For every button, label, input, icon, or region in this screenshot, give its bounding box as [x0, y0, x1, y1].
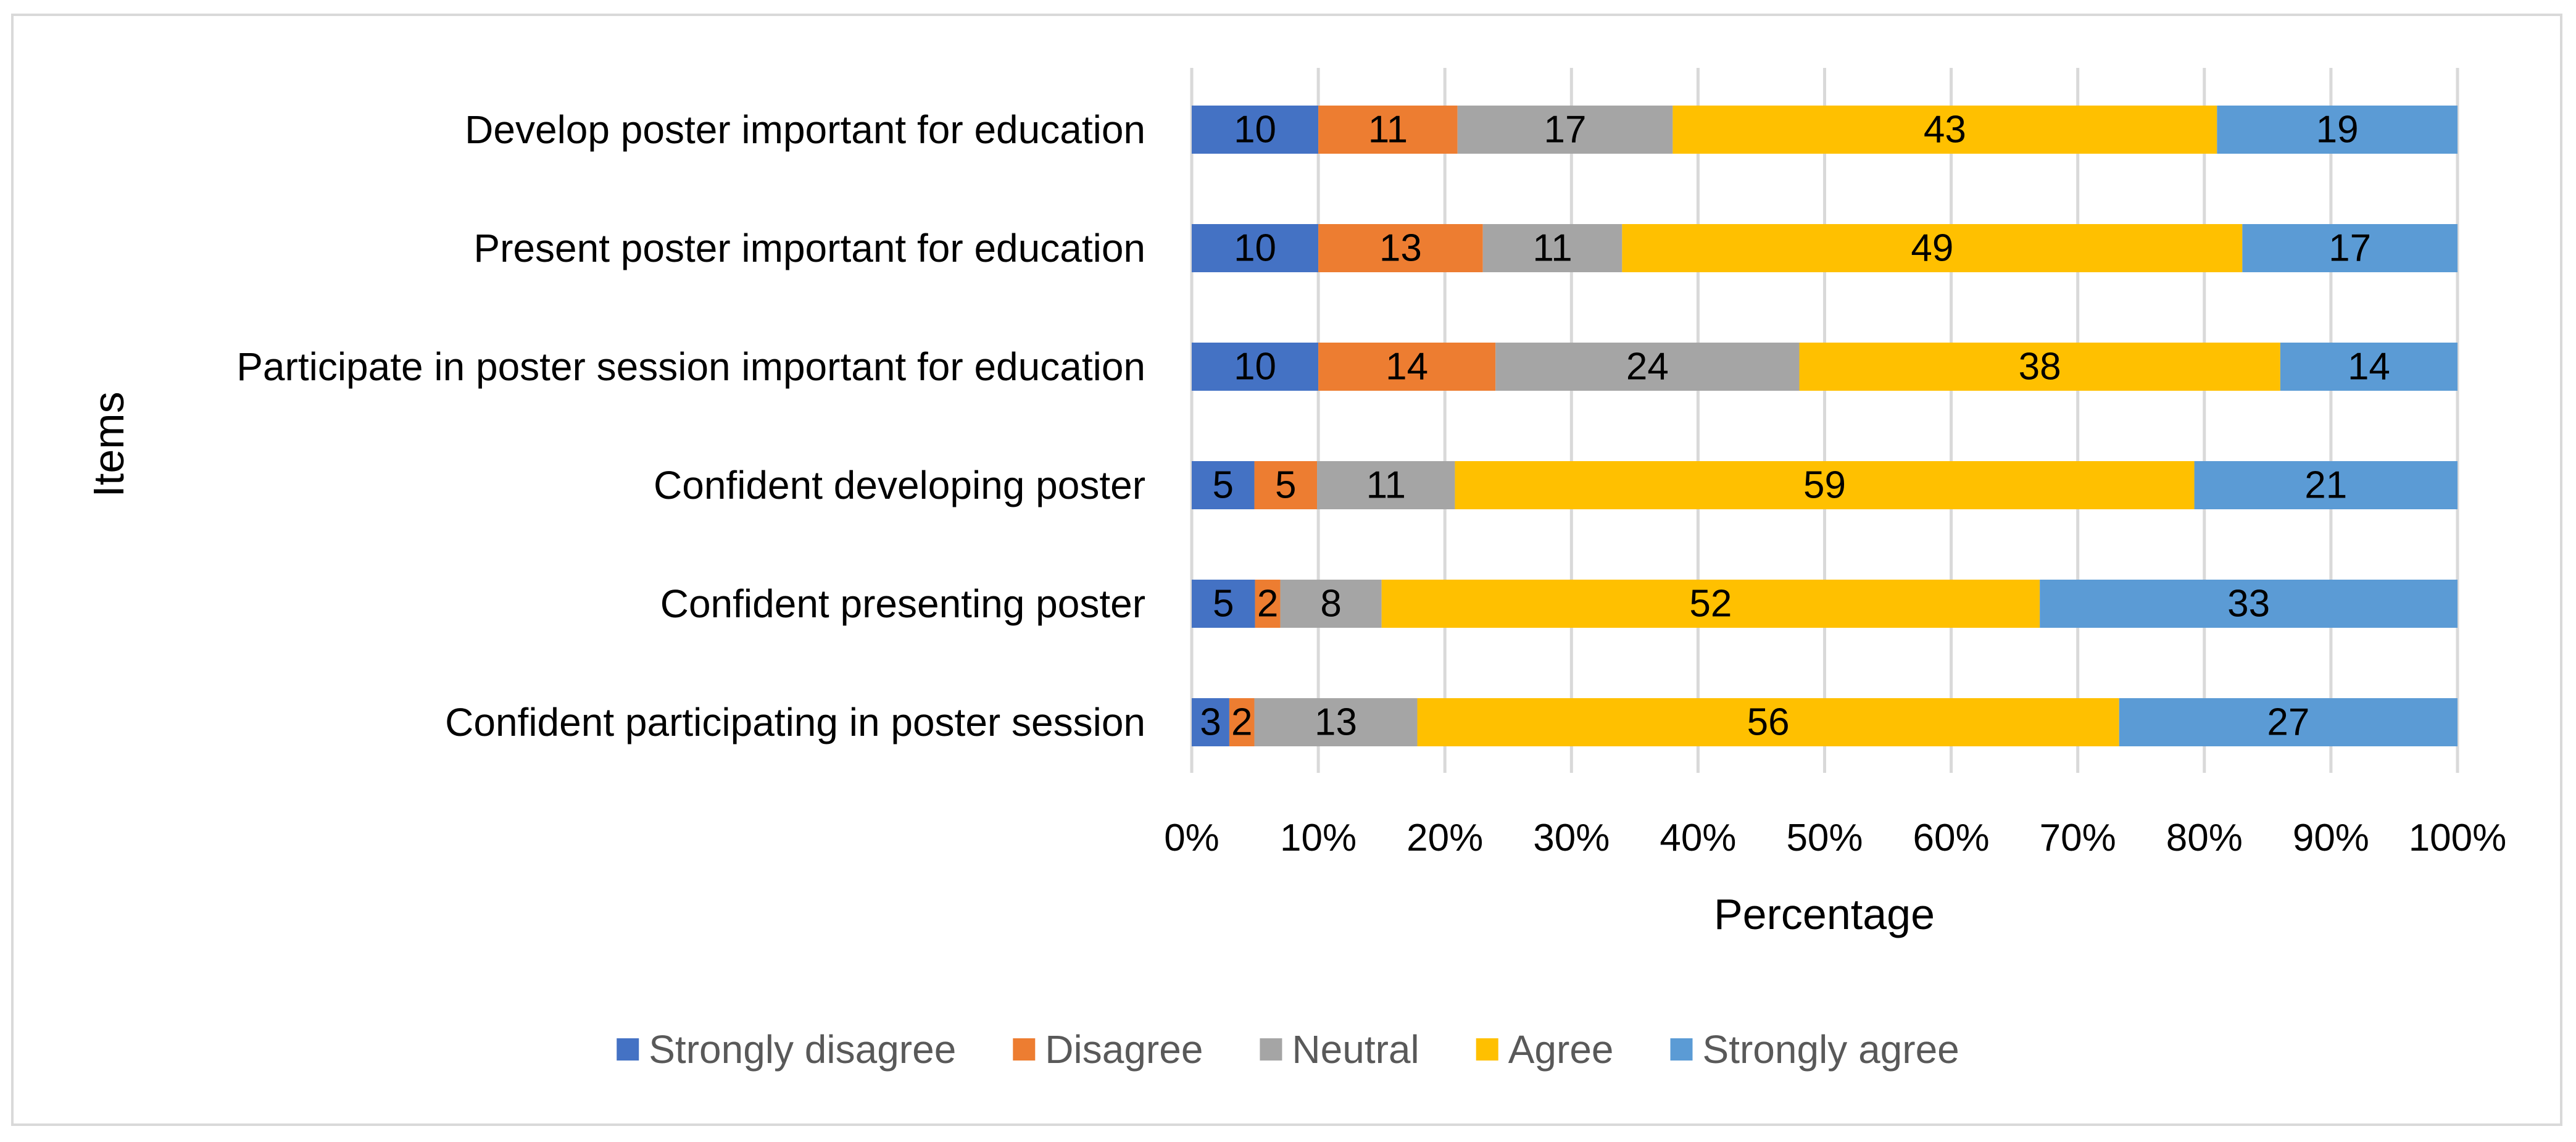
- bar-segment: [1192, 106, 1319, 154]
- data-label: 3: [1200, 701, 1221, 744]
- data-label: 24: [1626, 346, 1669, 388]
- bar-segment: [1457, 106, 1673, 154]
- legend-label: Strongly disagree: [649, 1027, 956, 1072]
- bar-segment: [1192, 580, 1255, 628]
- x-tick-label: 70%: [2040, 817, 2116, 859]
- bar-segment: [1417, 698, 2119, 746]
- data-label: 2: [1231, 701, 1252, 744]
- legend-swatch: [1670, 1038, 1693, 1061]
- bar-segment: [1318, 106, 1458, 154]
- x-tick-label: 100%: [2409, 817, 2507, 859]
- x-tick-label: 80%: [2166, 817, 2243, 859]
- bar-segment: [1192, 461, 1255, 509]
- category-label: Present poster important for education: [473, 226, 1145, 270]
- category-label: Confident presenting poster: [660, 581, 1145, 626]
- bar-segment: [1254, 698, 1418, 746]
- x-tick-label: 40%: [1660, 817, 1736, 859]
- bar-segment: [1317, 461, 1455, 509]
- data-label: 59: [1803, 464, 1846, 507]
- bar-segment: [1672, 106, 2217, 154]
- data-label: 13: [1315, 701, 1357, 744]
- data-label: 5: [1213, 583, 1234, 625]
- bar-segment: [1381, 580, 2040, 628]
- bar-segment: [1280, 580, 1382, 628]
- bar-segment: [1192, 698, 1229, 746]
- data-label: 19: [2316, 109, 2359, 151]
- data-label: 10: [1234, 109, 1276, 151]
- bar-segment: [1192, 224, 1319, 272]
- data-label: 10: [1234, 227, 1276, 270]
- data-label: 5: [1275, 464, 1296, 507]
- data-label: 14: [1386, 346, 1428, 388]
- data-label: 17: [1544, 109, 1587, 151]
- bar-segment: [2280, 343, 2458, 391]
- data-label: 11: [1366, 464, 1406, 507]
- legend-label: Agree: [1508, 1027, 1614, 1072]
- bar-segment: [1318, 343, 1496, 391]
- category-label: Confident participating in poster sessio…: [445, 700, 1145, 744]
- data-label: 13: [1379, 227, 1422, 270]
- data-label: 27: [2267, 701, 2309, 744]
- data-label: 11: [1368, 109, 1408, 151]
- x-tick-labels: 0% 10% 20% 30% 40% 50% 60% 70% 80% 90% 100%: [1164, 817, 2506, 859]
- data-label: 11: [1532, 227, 1572, 270]
- chart-frame: [11, 14, 2562, 1126]
- data-label: 17: [2329, 227, 2371, 270]
- x-tick-label: 30%: [1533, 817, 1610, 859]
- x-tick-label: 90%: [2293, 817, 2369, 859]
- bar-segment: [1192, 343, 1319, 391]
- x-tick-label: 20%: [1406, 817, 1483, 859]
- category-label: Participate in poster session important …: [236, 344, 1145, 389]
- bar-segment: [1455, 461, 2195, 509]
- x-tick-label: 60%: [1913, 817, 1990, 859]
- category-labels: Develop poster important for education Pr…: [236, 107, 1145, 744]
- legend: Strongly disagree Disagree Neutral Agree Str…: [617, 1027, 1959, 1072]
- data-label: 5: [1213, 464, 1234, 507]
- bar-segment: [1482, 224, 1622, 272]
- bar-segment: [2119, 698, 2458, 746]
- legend-label: Disagree: [1045, 1027, 1203, 1072]
- x-tick-label: 0%: [1164, 817, 1219, 859]
- data-label: 33: [2227, 583, 2270, 625]
- data-label: 8: [1320, 583, 1341, 625]
- legend-label: Neutral: [1292, 1027, 1419, 1072]
- bar-segment: [1799, 343, 2280, 391]
- data-label: 56: [1747, 701, 1790, 744]
- category-label: Develop poster important for education: [465, 107, 1145, 152]
- bar-segment: [1495, 343, 1800, 391]
- legend-swatch: [617, 1038, 639, 1061]
- bar-segment: [2040, 580, 2458, 628]
- legend-label: Strongly agree: [1703, 1027, 1959, 1072]
- bars: [1192, 106, 2458, 746]
- category-label: Confident developing poster: [654, 463, 1145, 507]
- data-label: 10: [1234, 346, 1276, 388]
- x-tick-label: 50%: [1786, 817, 1863, 859]
- data-label: 2: [1257, 583, 1278, 625]
- legend-swatch: [1013, 1038, 1036, 1061]
- bar-segment: [1229, 698, 1255, 746]
- legend-swatch: [1476, 1038, 1498, 1061]
- bar-segment: [2194, 461, 2458, 509]
- data-label: 43: [1924, 109, 1966, 151]
- legend-swatch: [1260, 1038, 1282, 1061]
- x-axis-title: Percentage: [1714, 890, 1935, 938]
- x-tick-label: 10%: [1280, 817, 1357, 859]
- bar-segment: [2217, 106, 2458, 154]
- bar-segment: [2242, 224, 2458, 272]
- data-label: 14: [2348, 346, 2390, 388]
- bar-segment: [1318, 224, 1483, 272]
- gridlines: [1190, 68, 2459, 773]
- bar-segment: [1254, 461, 1318, 509]
- data-label: 49: [1911, 227, 1953, 270]
- bar-segment: [1255, 580, 1281, 628]
- y-axis-title: Items: [85, 391, 133, 497]
- data-label: 52: [1689, 583, 1732, 625]
- data-label: 38: [2019, 346, 2061, 388]
- bar-segment: [1622, 224, 2243, 272]
- data-label: 21: [2304, 464, 2347, 507]
